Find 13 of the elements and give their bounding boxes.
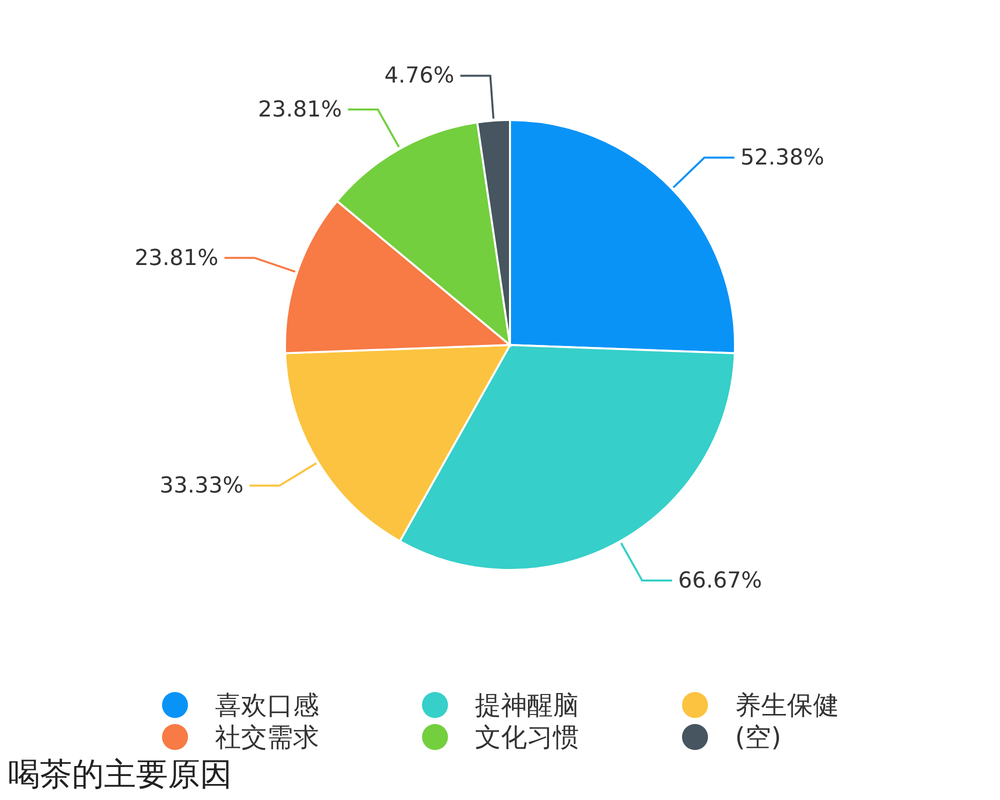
data-label: 4.76% — [384, 64, 454, 89]
text: 喝茶的主要原因 — [8, 755, 232, 793]
legend-label: 提神醒脑 — [475, 691, 579, 721]
legend-label: 社交需求 — [215, 723, 319, 753]
data-label: 23.81% — [258, 98, 342, 123]
legend-label: (空) — [735, 723, 782, 753]
data-label: 33.33% — [160, 474, 244, 499]
data-label: 52.38% — [740, 146, 824, 171]
legend-label: 文化习惯 — [475, 723, 579, 753]
data-label: 23.81% — [134, 246, 218, 271]
legend-label: 养生保健 — [735, 691, 839, 721]
legend-label: 喜欢口感 — [215, 691, 319, 721]
data-label: 66.67% — [678, 568, 762, 594]
